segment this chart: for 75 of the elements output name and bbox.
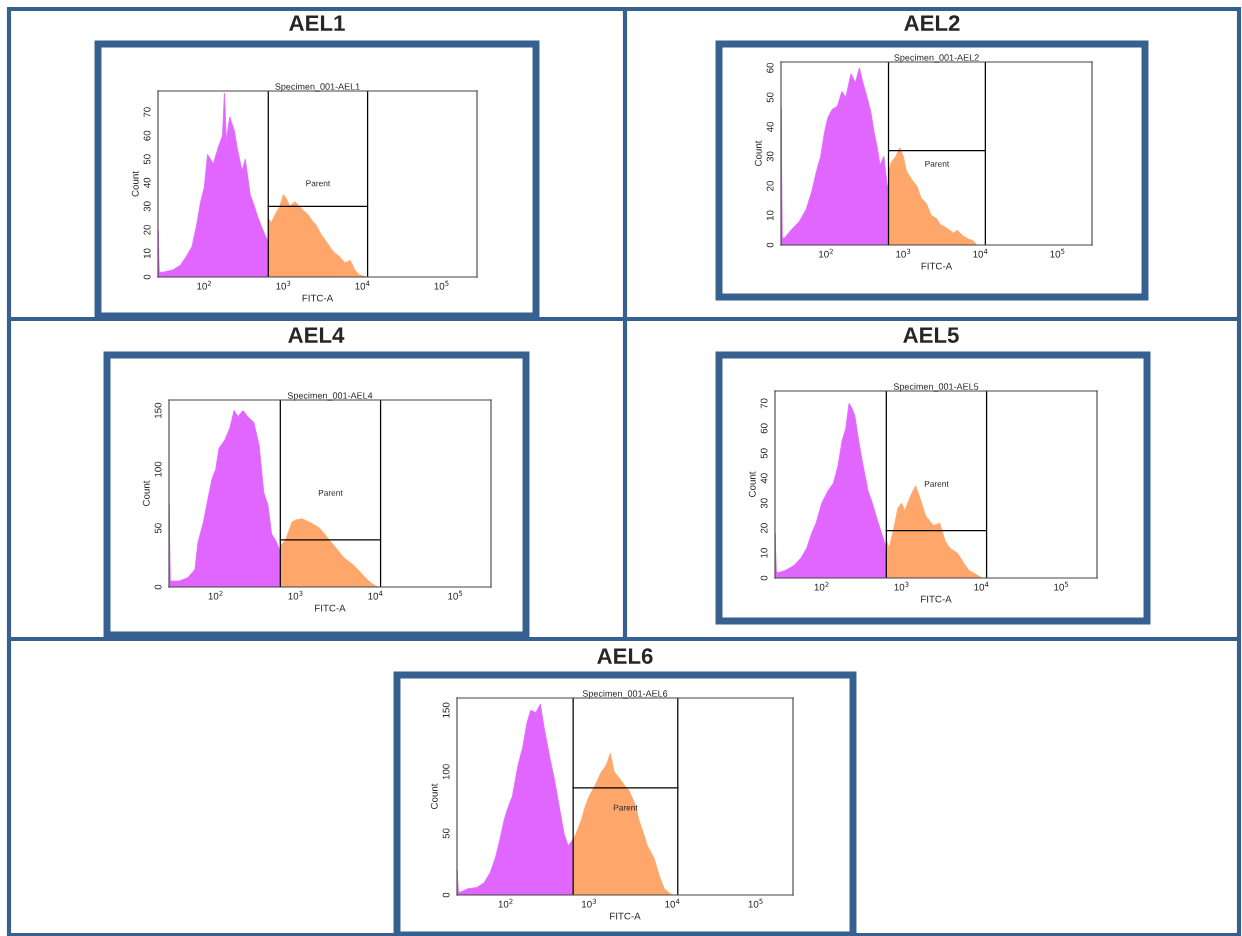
x-tick-label: 10$^{3}$ [276,280,291,290]
annotation: Parent [306,180,331,187]
x-tick-label: 10$^{4}$ [665,898,680,908]
y-tick-label: 50 [154,523,162,534]
annotation: Parent [318,489,343,496]
y-tick-label: 40 [766,121,774,133]
y-tick-label: 50 [760,448,768,459]
x-tick-label: 10$^{4}$ [368,590,383,600]
x-tick-label: 10$^{5}$ [1050,248,1065,258]
x-tick-label: 10$^{5}$ [434,280,449,290]
y-tick-label: 30 [143,201,151,212]
y-tick-label: 0 [442,892,450,898]
x-tick-label: 10$^{5}$ [748,898,763,908]
chart-subtitle: Specimen_001-AEL1 [275,83,360,92]
y-tick-label: 0 [760,575,768,581]
chart-title: AEL6 [597,648,653,664]
x-axis-title: FITC-A [921,262,953,270]
y-axis-title: Count [748,471,756,497]
x-tick-label: 10$^{2}$ [197,280,212,290]
chart-subtitle: Specimen_001-AEL6 [582,690,668,699]
y-tick-label: 20 [766,180,774,191]
x-tick-label: 10$^{3}$ [582,898,596,908]
chart-subtitle: Specimen_001-AEL2 [894,54,979,63]
y-tick-label: 0 [143,274,151,280]
chart-title: AEL4 [288,327,345,343]
x-tick-label: 10$^{4}$ [973,248,988,258]
chart-title: AEL5 [903,327,959,343]
y-tick-label: 10 [760,548,768,558]
x-tick-label: 10$^{3}$ [288,590,303,600]
x-tick-label: 10$^{2}$ [498,898,513,908]
y-tick-label: 0 [766,242,774,248]
y-tick-label: 0 [154,584,162,590]
y-tick-label: 30 [760,498,768,509]
x-tick-label: 10$^{5}$ [448,590,463,600]
y-tick-label: 40 [143,177,151,189]
y-tick-label: 50 [766,92,774,103]
y-tick-label: 60 [766,62,774,73]
x-tick-label: 10$^{3}$ [894,581,909,591]
y-axis-title: Count [430,783,438,809]
chart-subtitle: Specimen_001-AEL5 [893,383,979,392]
y-tick-label: 100 [154,461,162,477]
chart-title: AEL1 [289,15,345,31]
y-tick-label: 70 [760,398,768,409]
y-axis-title: Count [754,140,762,166]
y-axis-title: Count [131,171,139,197]
chart-subtitle: Specimen_001-AEL4 [287,392,373,401]
y-tick-label: 20 [760,523,768,534]
x-axis-title: FITC-A [302,294,334,302]
y-tick-label: 60 [143,130,151,141]
y-tick-label: 150 [442,702,450,718]
y-tick-label: 50 [143,154,151,165]
x-tick-label: 10$^{4}$ [974,581,989,591]
y-tick-label: 10 [143,248,151,259]
x-tick-label: 10$^{2}$ [819,248,833,258]
x-axis-title: FITC-A [610,912,641,920]
y-tick-label: 40 [760,473,768,484]
y-tick-label: 10 [766,210,774,221]
y-tick-label: 30 [766,151,774,162]
y-tick-label: 60 [760,423,768,434]
x-axis-title: FITC-A [315,604,346,612]
chart-title: AEL2 [904,15,960,31]
x-tick-label: 10$^{4}$ [355,280,370,290]
y-tick-label: 70 [143,107,151,118]
x-tick-label: 10$^{2}$ [814,581,829,591]
x-tick-label: 10$^{3}$ [896,248,911,258]
y-tick-label: 100 [442,764,450,780]
x-tick-label: 10$^{5}$ [1054,581,1069,591]
y-tick-label: 50 [442,828,450,839]
annotation: Parent [925,160,950,167]
y-tick-label: 20 [143,224,151,235]
x-axis-title: FITC-A [921,595,952,603]
annotation: Parent [924,480,949,487]
y-tick-label: 150 [154,402,162,418]
x-tick-label: 10$^{2}$ [208,590,223,600]
y-axis-title: Count [142,480,150,506]
